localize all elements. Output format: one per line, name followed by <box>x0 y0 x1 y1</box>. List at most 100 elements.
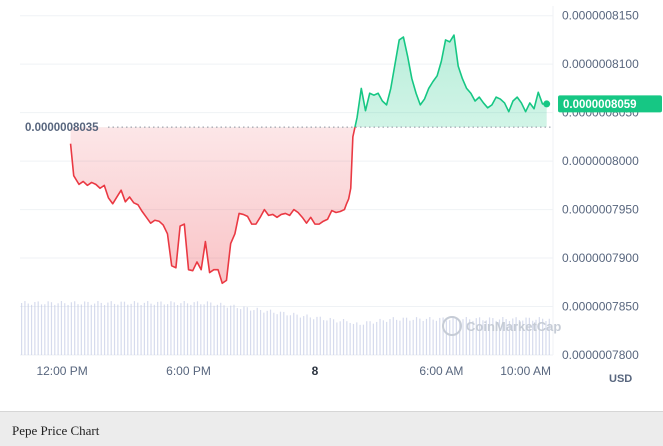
y-tick-label: 0.0000008100 <box>562 57 639 71</box>
y-axis-ticks: 0.00000081500.00000081000.00000080500.00… <box>562 9 639 362</box>
volume-bar <box>143 302 145 355</box>
volume-bar <box>412 319 414 355</box>
volume-bar <box>110 301 112 355</box>
volume-bar <box>54 304 56 355</box>
volume-bar <box>455 318 457 355</box>
volume-bar <box>210 302 212 355</box>
volume-bar <box>488 317 491 355</box>
volume-bar <box>459 320 461 355</box>
volume-bar <box>200 304 202 355</box>
volume-bar <box>223 305 225 355</box>
volume-bar <box>193 302 195 355</box>
volume-bar <box>167 304 169 355</box>
volume-bar <box>240 309 242 355</box>
volume-bar <box>130 303 132 355</box>
volume-bar <box>505 319 507 355</box>
volume-bar <box>256 307 258 355</box>
volume-bar <box>253 310 255 355</box>
volume-bar <box>376 321 378 355</box>
volume-bar <box>94 303 96 355</box>
volume-bar <box>336 322 338 355</box>
volume-bar <box>243 306 245 355</box>
current-price-text: 0.0000008059 <box>563 99 637 111</box>
y-tick-label: 0.0000007800 <box>562 348 639 362</box>
volume-bar <box>369 321 371 355</box>
volume-bar <box>452 317 454 355</box>
x-tick-label: 6:00 PM <box>166 364 211 378</box>
volume-bar <box>389 319 391 355</box>
volume-bar <box>425 318 428 355</box>
volume-bar <box>173 302 175 355</box>
volume-bar <box>230 305 232 355</box>
volume-bar <box>47 301 49 355</box>
volume-bar <box>103 304 106 355</box>
volume-bar <box>475 318 477 355</box>
volume-bar <box>326 320 328 355</box>
volume-bar <box>435 320 438 355</box>
volume-bar <box>439 317 441 355</box>
volume-bar <box>150 303 152 355</box>
volume-bar <box>372 323 374 355</box>
volume-bar <box>465 317 467 355</box>
volume-bar <box>64 303 66 355</box>
y-tick-label: 0.0000008000 <box>562 154 639 168</box>
volume-bar <box>120 301 122 355</box>
volume-bar <box>352 323 355 355</box>
volume-bar <box>283 311 285 355</box>
volume-bar <box>266 310 268 355</box>
volume-bar <box>74 301 76 355</box>
volume-bar <box>40 304 43 355</box>
volume-bar <box>329 317 331 355</box>
x-tick-label: 6:00 AM <box>419 364 463 378</box>
volume-bar <box>233 304 235 355</box>
price-chart-svg[interactable]: 0.0000008035 CoinMarketCap 0.0000008150 0… <box>0 0 663 410</box>
volume-bar <box>107 302 109 355</box>
volume-bar <box>382 320 384 355</box>
volume-bar <box>180 303 182 355</box>
volume-bar <box>153 304 155 355</box>
currency-label: USD <box>609 373 632 385</box>
volume-bar <box>515 317 517 355</box>
volume-bar <box>518 320 521 355</box>
current-price-dot[interactable] <box>543 100 551 108</box>
price-line-above-reference <box>354 34 547 128</box>
volume-bar <box>276 314 278 355</box>
y-tick-label: 0.0000008150 <box>562 9 639 23</box>
volume-bar <box>485 320 487 355</box>
volume-bar <box>532 320 534 355</box>
caption-bar: Pepe Price Chart <box>0 411 663 446</box>
volume-bar <box>196 301 199 355</box>
volume-bar <box>249 310 252 355</box>
volume-bar <box>356 322 358 355</box>
coinmarketcap-watermark: CoinMarketCap <box>442 316 561 336</box>
volume-bar <box>409 320 411 355</box>
volume-bar <box>442 317 444 355</box>
volume-bar <box>123 301 126 355</box>
price-chart[interactable]: 0.0000008035 CoinMarketCap 0.0000008150 0… <box>0 0 663 410</box>
y-tick-label: 0.0000007850 <box>562 300 639 314</box>
volume-bar <box>236 308 238 355</box>
volume-bar <box>498 319 501 355</box>
volume-bar <box>319 316 321 355</box>
volume-bar <box>306 314 308 355</box>
volume-bar <box>332 319 335 355</box>
price-lines <box>69 34 547 285</box>
volume-bar <box>445 320 447 355</box>
volume-bar <box>528 317 530 355</box>
volume-bar <box>186 303 189 355</box>
volume-bar <box>359 324 361 355</box>
volume-bars <box>21 301 550 355</box>
volume-bar <box>259 309 262 355</box>
volume-bar <box>30 304 33 355</box>
volume-bar <box>127 304 129 355</box>
volume-bar <box>70 302 72 355</box>
volume-bar <box>160 301 162 355</box>
volume-bar <box>462 319 464 355</box>
volume-bar <box>190 304 192 355</box>
volume-bar <box>522 320 524 355</box>
volume-bar <box>269 309 272 355</box>
area-fill-below-reference <box>70 127 355 284</box>
volume-bar <box>405 317 408 355</box>
volume-bar <box>140 305 142 355</box>
volume-bar <box>24 301 26 355</box>
